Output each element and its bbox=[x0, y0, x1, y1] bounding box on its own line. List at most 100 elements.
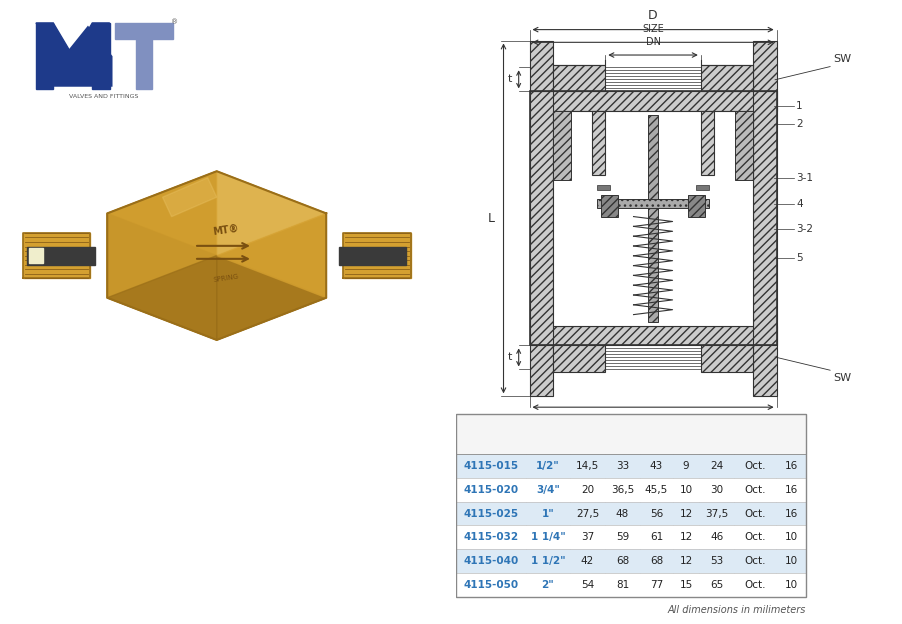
Bar bbox=[529, 91, 553, 346]
Text: 56: 56 bbox=[649, 509, 662, 519]
Text: 20: 20 bbox=[580, 485, 594, 495]
Bar bbox=[596, 185, 609, 190]
Text: t: t bbox=[507, 353, 511, 363]
Text: 3/4": 3/4" bbox=[536, 485, 559, 495]
Text: 68: 68 bbox=[615, 556, 629, 566]
Bar bbox=[529, 91, 776, 346]
Text: 16: 16 bbox=[784, 485, 796, 495]
Text: All dimensions in milimeters: All dimensions in milimeters bbox=[667, 605, 805, 615]
Polygon shape bbox=[216, 213, 326, 298]
Text: 10: 10 bbox=[784, 532, 796, 542]
Bar bbox=[734, 111, 752, 180]
Text: Oct.: Oct. bbox=[743, 461, 765, 471]
Bar bbox=[456, 454, 805, 478]
Text: 24: 24 bbox=[709, 461, 723, 471]
Text: SW: SW bbox=[832, 373, 850, 383]
Text: 3-1: 3-1 bbox=[796, 173, 812, 183]
Text: L: L bbox=[652, 420, 659, 430]
Polygon shape bbox=[36, 23, 53, 89]
Polygon shape bbox=[39, 26, 113, 87]
Text: 61: 61 bbox=[649, 532, 662, 542]
Bar bbox=[700, 111, 713, 175]
Text: Oct.: Oct. bbox=[743, 532, 765, 542]
Text: 1 1/4": 1 1/4" bbox=[530, 532, 565, 542]
Bar bbox=[592, 111, 604, 175]
Text: SW: SW bbox=[706, 420, 725, 430]
Text: 16: 16 bbox=[784, 509, 796, 519]
Bar bbox=[456, 414, 805, 597]
Bar bbox=[553, 346, 604, 372]
Text: 42: 42 bbox=[580, 556, 594, 566]
Text: 65: 65 bbox=[709, 580, 723, 590]
Bar bbox=[752, 346, 776, 396]
Text: 3-2: 3-2 bbox=[796, 224, 812, 234]
Polygon shape bbox=[107, 171, 216, 256]
Polygon shape bbox=[338, 246, 406, 265]
Text: Perfil: Perfil bbox=[738, 420, 770, 430]
Text: 4115-020: 4115-020 bbox=[463, 485, 518, 495]
Bar bbox=[456, 549, 805, 573]
Text: SIZE: SIZE bbox=[641, 416, 663, 426]
Text: 53: 53 bbox=[709, 556, 723, 566]
Text: Oct.: Oct. bbox=[743, 485, 765, 495]
Polygon shape bbox=[115, 23, 173, 39]
Text: D: D bbox=[648, 9, 658, 22]
Text: 46: 46 bbox=[709, 532, 723, 542]
Text: 59: 59 bbox=[615, 532, 629, 542]
Text: 5: 5 bbox=[796, 253, 802, 263]
Text: ®: ® bbox=[170, 19, 178, 25]
Text: 4115-050: 4115-050 bbox=[463, 580, 518, 590]
Text: SIZE: SIZE bbox=[641, 24, 663, 34]
Text: PN: PN bbox=[782, 420, 798, 430]
Bar bbox=[456, 414, 805, 454]
Text: 77: 77 bbox=[649, 580, 662, 590]
Polygon shape bbox=[162, 178, 216, 217]
Text: Oct.: Oct. bbox=[743, 556, 765, 566]
Polygon shape bbox=[107, 256, 216, 340]
Bar bbox=[601, 195, 618, 217]
Bar bbox=[553, 111, 752, 326]
Text: 68: 68 bbox=[649, 556, 662, 566]
Text: 43: 43 bbox=[649, 461, 662, 471]
Bar bbox=[456, 573, 805, 597]
Text: 12: 12 bbox=[678, 532, 692, 542]
Polygon shape bbox=[65, 23, 109, 69]
Text: 14,5: 14,5 bbox=[575, 461, 598, 471]
Text: 27,5: 27,5 bbox=[575, 509, 598, 519]
Text: 1": 1" bbox=[541, 509, 554, 519]
Text: L: L bbox=[487, 212, 494, 225]
Text: 15: 15 bbox=[678, 580, 692, 590]
Bar bbox=[647, 115, 658, 322]
Text: 1: 1 bbox=[796, 101, 802, 111]
Text: 30: 30 bbox=[709, 485, 723, 495]
Polygon shape bbox=[23, 233, 90, 278]
Bar bbox=[529, 326, 776, 346]
Bar bbox=[456, 478, 805, 502]
Text: 4115-040: 4115-040 bbox=[463, 556, 518, 566]
Polygon shape bbox=[216, 256, 326, 340]
Text: t: t bbox=[507, 74, 511, 84]
Text: t: t bbox=[683, 420, 687, 430]
Text: 4: 4 bbox=[796, 199, 802, 209]
Polygon shape bbox=[107, 171, 326, 340]
Text: 4115-032: 4115-032 bbox=[463, 532, 518, 542]
Text: VALVES AND FITTINGS: VALVES AND FITTINGS bbox=[69, 94, 138, 99]
Bar bbox=[529, 41, 553, 91]
Text: MT®: MT® bbox=[212, 223, 239, 236]
Bar bbox=[553, 111, 570, 180]
Text: 9: 9 bbox=[682, 461, 688, 471]
Text: 4115-015: 4115-015 bbox=[463, 461, 518, 471]
Bar bbox=[695, 185, 709, 190]
Text: 45,5: 45,5 bbox=[644, 485, 667, 495]
Polygon shape bbox=[36, 23, 80, 69]
Text: 1/2": 1/2" bbox=[536, 461, 559, 471]
Bar bbox=[752, 41, 776, 91]
Bar bbox=[596, 199, 709, 208]
Text: SIZE: SIZE bbox=[534, 439, 560, 449]
Polygon shape bbox=[27, 246, 95, 265]
Bar bbox=[529, 111, 553, 326]
Text: 16: 16 bbox=[784, 461, 796, 471]
Text: 4115-025: 4115-025 bbox=[463, 509, 518, 519]
Text: 33: 33 bbox=[615, 461, 629, 471]
Polygon shape bbox=[216, 171, 326, 256]
